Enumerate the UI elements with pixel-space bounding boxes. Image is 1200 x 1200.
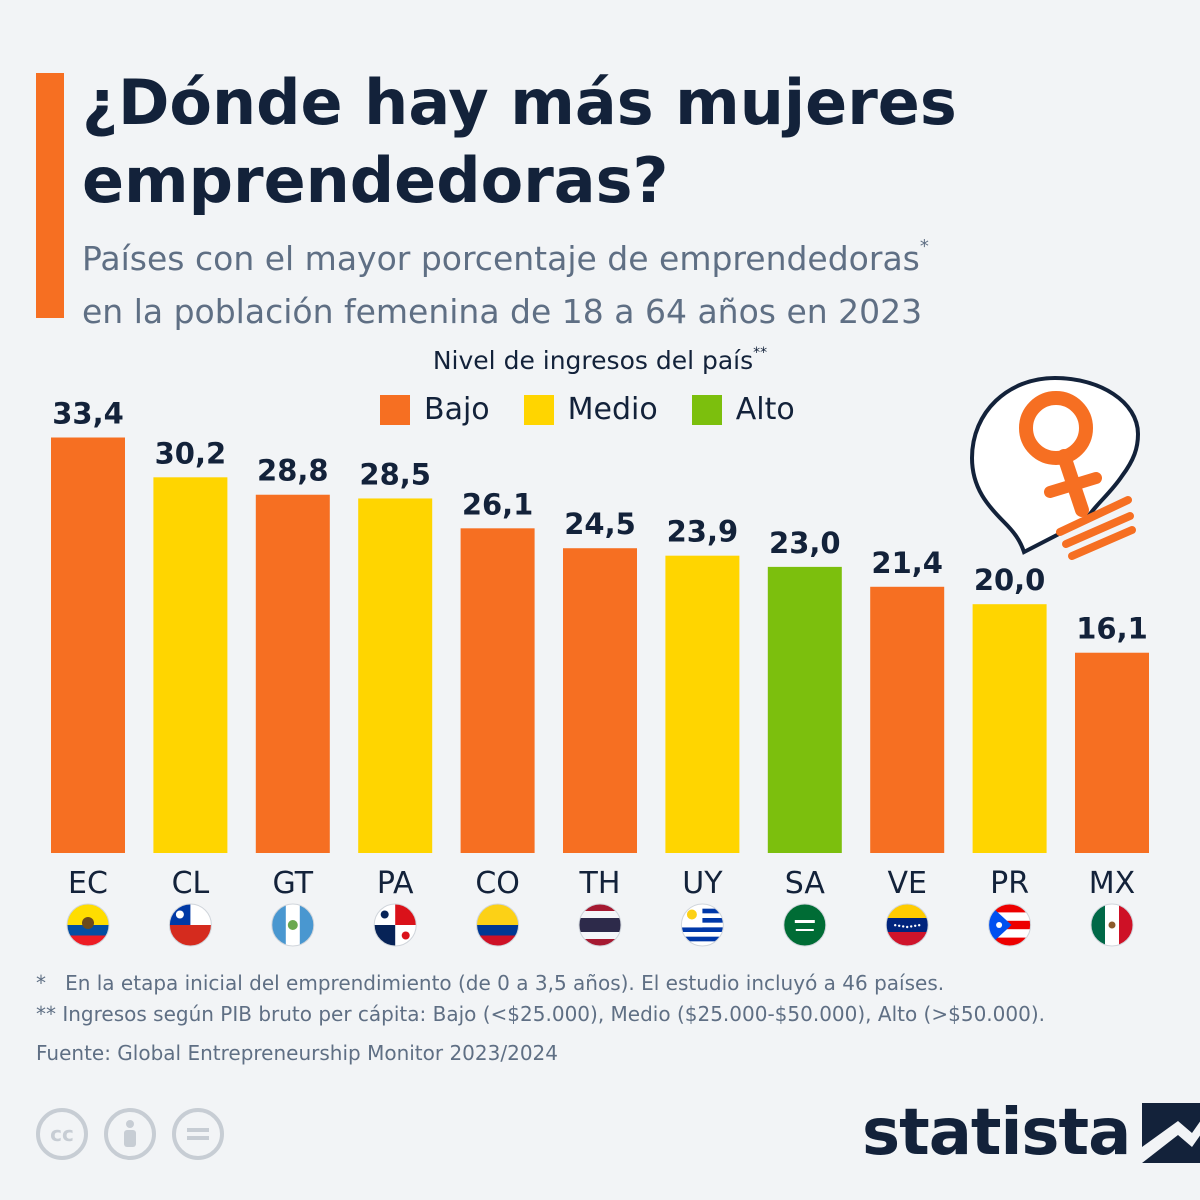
chile-flag-icon bbox=[168, 903, 212, 947]
legend-item-alto: Alto bbox=[691, 392, 795, 427]
bar-sa bbox=[767, 566, 842, 853]
footnote-1: * En la etapa inicial del emprendimiento… bbox=[36, 971, 945, 995]
thailand-flag-icon bbox=[578, 903, 622, 947]
legend: Bajo Medio Alto bbox=[380, 392, 829, 427]
category-label-ec: EC bbox=[68, 866, 108, 901]
value-label-th: 24,5 bbox=[564, 507, 636, 541]
value-label-sa: 23,0 bbox=[769, 526, 841, 560]
uruguay-flag-icon bbox=[680, 903, 724, 947]
value-label-ec: 33,4 bbox=[52, 397, 124, 431]
bar-gt bbox=[255, 494, 330, 853]
legend-swatch-bajo bbox=[380, 394, 410, 425]
value-label-cl: 30,2 bbox=[155, 436, 227, 470]
statista-logo[interactable]: statista bbox=[862, 1096, 1200, 1170]
cc-icon[interactable]: cc bbox=[36, 1108, 88, 1160]
category-label-cl: CL bbox=[172, 866, 210, 901]
license-icons: cc bbox=[36, 1108, 240, 1160]
lightbulb-female-symbol-icon bbox=[969, 375, 1141, 560]
footnotes: * En la etapa inicial del emprendimiento… bbox=[36, 968, 1176, 1069]
bar-ve bbox=[870, 586, 945, 853]
subtitle-line2: en la población femenina de 18 a 64 años… bbox=[82, 292, 923, 331]
panama-flag-icon bbox=[373, 903, 417, 947]
title-accent-bar bbox=[36, 73, 64, 318]
saudi-arabia-flag-icon bbox=[783, 903, 827, 947]
legend-label-medio: Medio bbox=[567, 392, 658, 427]
guatemala-flag-icon bbox=[271, 903, 315, 947]
legend-item-bajo: Bajo bbox=[380, 392, 490, 427]
legend-label-alto: Alto bbox=[735, 392, 795, 427]
bar-co bbox=[460, 528, 535, 853]
footnote-2: ** Ingresos según PIB bruto per cápita: … bbox=[36, 1002, 1045, 1026]
category-label-th: TH bbox=[579, 866, 621, 901]
bar-pa bbox=[358, 498, 433, 853]
category-label-uy: UY bbox=[682, 866, 723, 901]
statista-mark-icon bbox=[1142, 1103, 1200, 1163]
value-label-gt: 28,8 bbox=[257, 454, 329, 488]
legend-item-medio: Medio bbox=[523, 392, 658, 427]
legend-label-bajo: Bajo bbox=[424, 392, 490, 427]
value-label-uy: 23,9 bbox=[667, 515, 739, 549]
legend-footnote-mark: ** bbox=[753, 345, 768, 361]
category-label-co: CO bbox=[475, 866, 520, 901]
category-label-gt: GT bbox=[273, 866, 314, 901]
brand-name: statista bbox=[862, 1096, 1131, 1170]
puerto-rico-flag-icon bbox=[988, 903, 1032, 947]
colombia-flag-icon bbox=[476, 903, 520, 947]
category-label-mx: MX bbox=[1089, 866, 1135, 901]
attribution-icon[interactable] bbox=[104, 1108, 156, 1160]
bar-uy bbox=[665, 555, 740, 853]
ecuador-flag-icon bbox=[66, 903, 110, 947]
source-note: Fuente: Global Entrepreneurship Monitor … bbox=[36, 1041, 558, 1065]
bar-ec bbox=[51, 437, 125, 853]
legend-swatch-medio bbox=[523, 394, 554, 425]
page-title: ¿Dónde hay más mujeres emprendedoras? bbox=[82, 66, 957, 217]
value-label-ve: 21,4 bbox=[871, 546, 943, 580]
category-label-sa: SA bbox=[785, 866, 826, 901]
category-label-ve: VE bbox=[887, 866, 926, 901]
subtitle-line1: Países con el mayor porcentaje de empren… bbox=[82, 239, 920, 278]
page-subtitle: Países con el mayor porcentaje de empren… bbox=[82, 232, 1142, 338]
mexico-flag-icon bbox=[1090, 903, 1134, 947]
category-label-pa: PA bbox=[377, 866, 414, 901]
bar-mx bbox=[1075, 652, 1149, 853]
value-label-mx: 16,1 bbox=[1076, 612, 1148, 646]
bar-th bbox=[563, 548, 637, 853]
category-label-pr: PR bbox=[990, 866, 1029, 901]
value-label-pa: 28,5 bbox=[359, 457, 431, 491]
value-label-pr: 20,0 bbox=[974, 563, 1046, 597]
legend-title: Nivel de ingresos del país** bbox=[432, 345, 768, 375]
bar-cl bbox=[153, 477, 228, 853]
value-label-co: 26,1 bbox=[462, 487, 534, 521]
no-derivatives-icon[interactable] bbox=[172, 1108, 224, 1160]
legend-swatch-alto bbox=[691, 394, 722, 425]
subtitle-footnote-mark: * bbox=[919, 236, 929, 257]
bar-pr bbox=[972, 604, 1047, 853]
venezuela-flag-icon bbox=[885, 903, 929, 947]
